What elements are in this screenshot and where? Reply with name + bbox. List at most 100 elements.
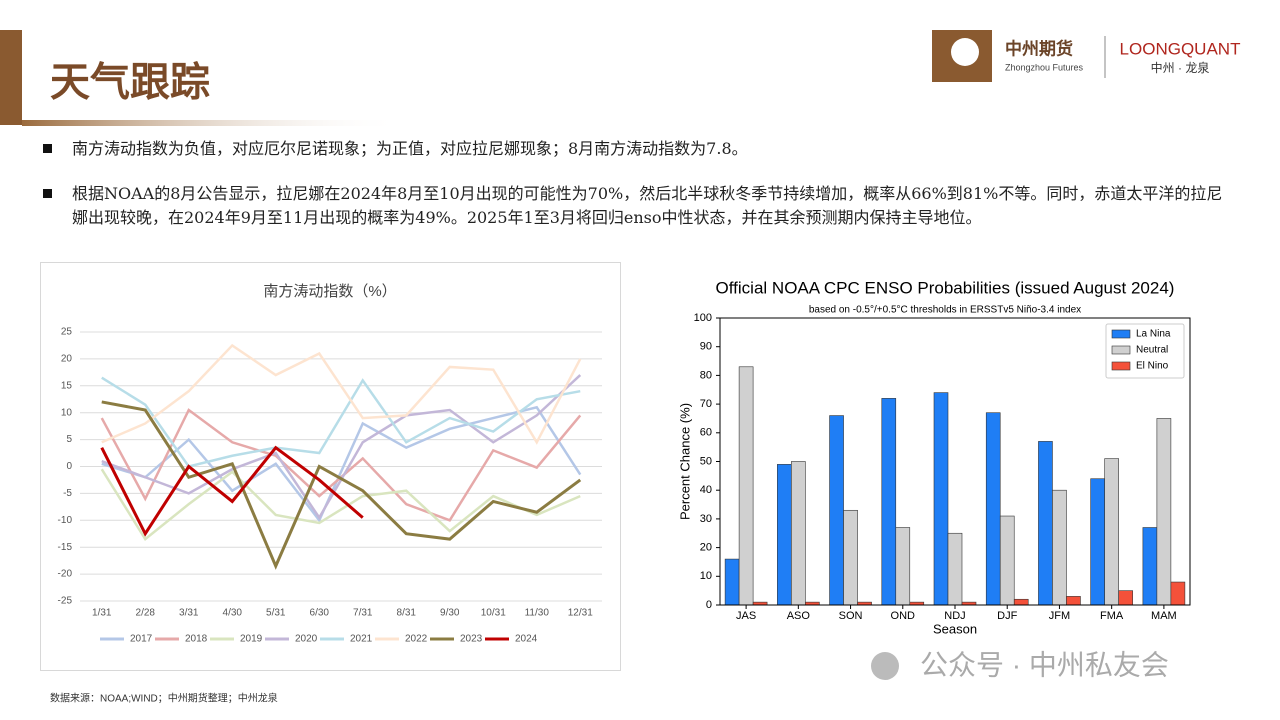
x-tick-label: DJF [997,610,1017,622]
y-tick-label: 30 [700,513,712,525]
y-tick-label: -15 [58,542,73,553]
bar [738,366,754,606]
x-tick-label: 7/31 [353,608,373,619]
x-tick-label: 8/31 [397,608,417,619]
header-underline [22,120,402,126]
x-tick-label: JFM [1049,610,1070,622]
x-tick-label: FMA [1100,610,1124,622]
bar [777,464,792,606]
logo-subtitle: Zhongzhou Futures [1005,62,1084,72]
bar [1013,598,1029,606]
bar [881,398,897,606]
legend-swatch [1111,345,1131,355]
x-tick-label: 12/31 [568,608,593,619]
watermark-icon [871,652,899,680]
legend-label: 2024 [515,634,538,645]
source-note: 数据来源：NOAA;WIND；中州期货整理；中州龙泉 [50,692,278,705]
x-tick-label: 9/30 [440,608,460,619]
series-line [100,445,364,537]
x-tick-label: SON [839,610,863,622]
y-axis-label: Percent Chance (%) [677,403,692,520]
bullet-text: 根据NOAA的8月公告显示，拉尼娜在2024年8月至10月出现的可能性为70%，… [72,184,1223,227]
bar [947,532,963,606]
bar [985,412,1001,606]
bar [895,527,911,606]
bar [1038,441,1053,606]
y-tick-label: 20 [700,542,712,554]
bar [1066,596,1081,606]
x-tick-label: 5/31 [266,608,286,619]
legend-label: 2021 [350,634,373,645]
y-tick-label: 0 [66,461,72,472]
y-tick-label: 40 [700,484,712,496]
y-tick-label: 5 [66,434,72,445]
bar [1118,590,1133,606]
bar [843,509,858,606]
legend-swatch [1111,329,1131,339]
bar [1142,527,1158,606]
bullet-marker [43,189,52,198]
series-line [101,376,581,468]
series-line [101,343,582,445]
bar [724,558,740,606]
y-tick-label: 100 [694,312,712,324]
y-tick-label: -5 [63,488,72,499]
x-tick-label: 11/30 [525,608,550,619]
x-axis-label: Season [933,621,977,636]
x-tick-label: 2/28 [136,608,156,619]
bullet-text: 南方涛动指数为负值，对应厄尔尼诺现象；为正值，对应拉尼娜现象；8月南方涛动指数为… [72,139,748,158]
y-tick-label: 80 [700,369,712,381]
x-tick-label: MAM [1151,610,1177,622]
bar [1104,458,1119,606]
logo-icon-detail [951,38,979,66]
y-tick-label: 60 [700,427,712,439]
legend-label: 2018 [185,634,208,645]
y-tick-label: -25 [58,596,73,607]
x-tick-label: 10/31 [481,608,506,619]
bullet-marker [43,144,52,153]
slide-title: 天气跟踪 [50,61,210,105]
legend-label: 2017 [130,634,153,645]
y-tick-label: 15 [61,380,73,391]
x-tick-label: JAS [736,610,756,622]
legend-label: La Nina [1136,329,1171,340]
x-tick-label: 4/30 [223,608,243,619]
watermark: 公众号 · 中州私友会 [920,649,1169,680]
chart-title: Official NOAA CPC ENSO Probabilities (is… [716,278,1175,297]
legend-swatch [1111,361,1131,371]
y-tick-label: 90 [700,341,712,353]
legend-label: Neutral [1136,345,1168,356]
chart-title: 南方涛动指数（%） [263,283,396,300]
bar [791,461,806,606]
y-tick-label: 10 [700,570,712,582]
header-bar [0,30,22,125]
brand: LOONGQUANT [1120,39,1241,58]
legend-label: El Nino [1136,361,1169,372]
y-tick-label: 25 [61,327,73,338]
x-tick-label: 6/30 [310,608,330,619]
legend-label: 2020 [295,634,318,645]
x-tick-label: NDJ [944,610,965,622]
legend-label: 2019 [240,634,263,645]
bar [1052,489,1067,606]
y-tick-label: -10 [58,515,73,526]
bar [1156,418,1172,606]
bar [829,415,844,606]
chart-subtitle: based on -0.5°/+0.5°C thresholds in ERSS… [809,305,1081,316]
bar [1090,478,1105,606]
y-tick-label: 70 [700,398,712,410]
bar [1170,581,1186,606]
chart-frame [40,262,621,671]
y-tick-label: 0 [706,599,712,611]
series-line [100,468,581,541]
legend-label: 2022 [405,634,428,645]
legend-label: 2023 [460,634,483,645]
series-line [101,405,582,523]
bar [933,392,949,606]
y-tick-label: 10 [61,407,73,418]
brand-subtitle: 中州 · 龙泉 [1151,60,1210,75]
x-tick-label: OND [891,610,916,622]
x-tick-label: 3/31 [179,608,199,619]
